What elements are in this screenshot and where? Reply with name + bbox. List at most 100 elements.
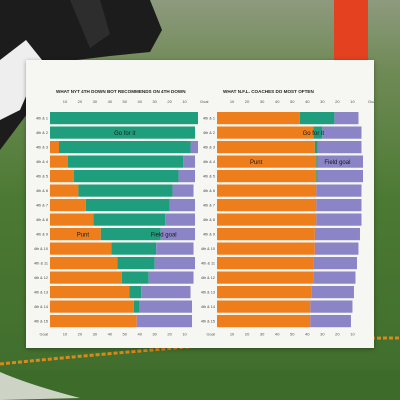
chart1-row-label: 4th & 7 [36, 204, 48, 208]
chart1-fg-bar [178, 170, 196, 183]
chart2-fg-bar [317, 170, 363, 183]
chart2-row-label: 4th & 4 [203, 160, 215, 164]
chart1-row-label: 4th & 10 [34, 247, 48, 251]
chart2-top-tick-label: 10 [350, 99, 355, 104]
chart1-row-label: 4th & 3 [36, 146, 48, 150]
chart2-top-tick-label: 10 [230, 99, 235, 104]
chart1-go-bar [133, 300, 140, 313]
chart2-top-tick-label: 50 [290, 99, 295, 104]
chart1-top-tick-label: 40 [108, 99, 113, 104]
chart2-row-label: 4th & 11 [201, 262, 215, 266]
chart2-punt-bar [217, 242, 315, 255]
chart1-go-bar [67, 155, 184, 168]
chart1-fg-bar [183, 155, 196, 168]
chart1-top-tick-label: 20 [167, 99, 172, 104]
chart1-fg-bar [156, 242, 194, 255]
chart1-go-bar [50, 126, 196, 139]
chart2-title: WHAT N.F.L. COACHES DO MOST OFTEN [223, 89, 314, 94]
chart1-top-tick-label: 10 [182, 99, 187, 104]
chart2-fg-bar [310, 300, 353, 313]
chart2-fg-region-label: Field goal [324, 160, 350, 166]
chart1-top-tick-label: 30 [152, 99, 157, 104]
chart2-row-label: 4th & 9 [203, 233, 215, 237]
chart1-top-tick-label: 30 [93, 99, 98, 104]
chart1-row-label: 4th & 13 [34, 291, 48, 295]
chart2-bottom-goal-label: Goal [207, 332, 216, 337]
chart1-bottom-tick-label: 10 [63, 332, 68, 337]
chart1-top-tick-label: 20 [78, 99, 83, 104]
chart2-top-tick-label: 40 [305, 99, 310, 104]
chart1-punt-bar [50, 141, 59, 154]
chart2-row-label: 4th & 6 [203, 189, 215, 193]
chart2-fg-bar [322, 126, 362, 139]
chart2-row-label: 4th & 15 [201, 320, 215, 324]
chart1-top-goal-label: Goal [200, 99, 209, 104]
chart2-punt-bar [217, 315, 311, 328]
chart1-bottom-tick-label: 30 [152, 332, 157, 337]
chart1-punt-bar [50, 315, 137, 328]
chart1-fg-bar [169, 199, 196, 212]
chart2-bottom-tick-label: 20 [335, 332, 340, 337]
chart1-go-bar [129, 286, 142, 299]
chart1-go-bar [111, 242, 157, 255]
yard-marker-pole [334, 0, 368, 62]
chart2-row-label: 4th & 2 [203, 131, 215, 135]
chart2-go-bar [313, 126, 323, 139]
chart2-fg-bar [314, 228, 360, 241]
chart1-row-label: 4th & 11 [34, 262, 48, 266]
chart1-bottom-tick-label: 10 [182, 332, 187, 337]
chart2-top-tick-label: 20 [245, 99, 250, 104]
chart2-punt-bar [217, 199, 317, 212]
chart1-go-bar [100, 228, 161, 241]
chart2-row-label: 4th & 13 [201, 291, 215, 295]
chart1-fg-bar [136, 315, 193, 328]
chart2-punt-bar [217, 170, 317, 183]
chart1-row-label: 4th & 1 [36, 117, 48, 121]
chart1-row-label: 4th & 6 [36, 189, 48, 193]
chart2-go-bar [316, 170, 318, 183]
chart1-top-tick-label: 10 [63, 99, 68, 104]
chart1-row-label: 4th & 2 [36, 131, 48, 135]
chart1-go-bar [93, 213, 166, 226]
chart1-row-label: 4th & 12 [34, 276, 48, 280]
chart2-punt-bar [217, 112, 300, 125]
chart1-punt-bar [50, 271, 122, 284]
chart2-go-bar [314, 141, 318, 154]
chart1-fg-bar [172, 184, 194, 197]
chart1-go-bar [73, 170, 179, 183]
chart2-top-tick-label: 30 [320, 99, 325, 104]
chart1-punt-bar [50, 184, 79, 197]
chart1-row-label: 4th & 8 [36, 218, 48, 222]
chart2-punt-bar [217, 184, 317, 197]
chart2-punt-bar [217, 141, 315, 154]
chart1-go-bar [58, 141, 191, 154]
chart1-punt-bar [50, 286, 130, 299]
chart1-punt-region-label: Punt [77, 233, 90, 239]
chart2-bottom-tick-label: 10 [230, 332, 235, 337]
chart2-punt-bar [217, 257, 314, 270]
chart1-row-label: 4th & 4 [36, 160, 48, 164]
chart1-fg-bar [148, 271, 194, 284]
chart2-row-label: 4th & 10 [201, 247, 215, 251]
chart2-top-tick-label: 20 [335, 99, 340, 104]
chart1-bottom-tick-label: 20 [78, 332, 83, 337]
chart2-bottom-tick-label: 20 [245, 332, 250, 337]
chart2-row-label: 4th & 14 [201, 305, 215, 309]
chart2-top-goal-label: Goal [368, 99, 374, 104]
chart1-row-label: 4th & 5 [36, 175, 48, 179]
chart2-punt-region-label: Punt [250, 160, 263, 166]
chart2-go-region-label: Go for it [303, 131, 325, 137]
chart1-top-tick-label: 40 [137, 99, 142, 104]
chart1-fg-bar [139, 300, 193, 313]
chart1-fg-bar [160, 228, 196, 241]
chart2-fg-bar [313, 257, 357, 270]
chart2-punt-bar [217, 271, 314, 284]
chart2-bottom-tick-label: 40 [275, 332, 280, 337]
chart1-go-region-label: Go for it [114, 131, 136, 137]
chart1-bottom-tick-label: 50 [123, 332, 128, 337]
chart1-punt-bar [50, 155, 68, 168]
chart2-bottom-tick-label: 50 [290, 332, 295, 337]
chart1-go-bar [121, 271, 149, 284]
chart2-fg-bar [316, 213, 362, 226]
chart1-top-tick-label: 50 [123, 99, 128, 104]
